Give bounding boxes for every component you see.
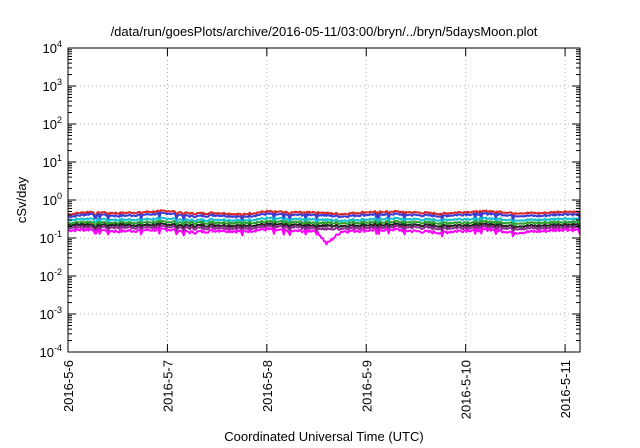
y-tick-label: 10-1 (40, 229, 62, 246)
y-tick-label: 102 (43, 115, 62, 132)
x-tick-label: 2016-5-7 (160, 360, 175, 412)
y-tick-label: 10-2 (40, 267, 62, 284)
y-tick-label: 101 (43, 153, 62, 170)
series-line (67, 219, 581, 229)
x-tick-label: 2016-5-10 (459, 360, 474, 419)
x-tick-labels: 2016-5-6 2016-5-7 2016-5-8 2016-5-9 2016-5-1… (61, 360, 573, 419)
series-line (67, 211, 581, 223)
y-tick-label: 10-3 (40, 305, 62, 322)
chart-title: /data/run/goesPlots/archive/2016-05-11/0… (111, 24, 538, 39)
x-tick-label: 2016-5-11 (558, 360, 573, 418)
x-axis-label: Coordinated Universal Time (UTC) (224, 429, 423, 444)
x-tick-label: 2016-5-8 (260, 360, 275, 412)
series-line (67, 209, 581, 220)
y-tick-labels: 10-4 10-3 10-2 10-1 100 101 102 103 104 (40, 39, 62, 360)
x-tick-label: 2016-5-9 (359, 360, 374, 412)
y-tick-label: 103 (43, 77, 62, 94)
series-line (67, 227, 581, 246)
x-tick-label: 2016-5-6 (61, 360, 76, 412)
y-axis-label: cSv/day (14, 176, 29, 223)
grid (68, 48, 580, 352)
series-line (67, 222, 581, 231)
series-line (67, 216, 581, 226)
series-line (67, 224, 581, 234)
y-tick-label: 100 (43, 191, 62, 208)
series-layer (67, 209, 581, 246)
y-tick-label: 104 (43, 39, 62, 56)
y-tick-label: 10-4 (40, 343, 62, 360)
ticks (67, 47, 580, 353)
